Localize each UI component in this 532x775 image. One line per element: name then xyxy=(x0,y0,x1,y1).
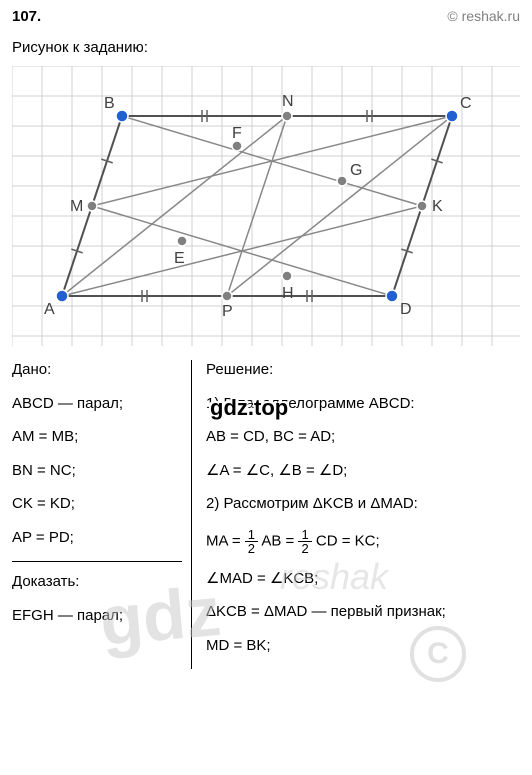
frac-suffix: CD = KC; xyxy=(316,532,380,549)
given-line: CK = KD; xyxy=(12,494,181,514)
given-title: Дано: xyxy=(12,360,181,380)
fraction-half: 12 xyxy=(245,528,258,555)
svg-text:E: E xyxy=(174,250,185,267)
watermark-c: C xyxy=(410,626,466,682)
header: 107. © reshak.ru xyxy=(0,0,532,33)
solution-line: 2) Рассмотрим ΔKCB и ΔMAD: xyxy=(206,494,520,514)
solution-line: ∠A = ∠C, ∠B = ∠D; xyxy=(206,461,520,481)
svg-text:D: D xyxy=(400,301,412,318)
given-line: AP = PD; xyxy=(12,528,181,548)
given-line: ABCD — парал; xyxy=(12,394,181,414)
solution-line: ∠MAD = ∠KCB; xyxy=(206,569,520,589)
solution-line: ΔKCB = ΔMAD — первый признак; xyxy=(206,602,520,622)
svg-text:P: P xyxy=(222,303,233,320)
svg-text:K: K xyxy=(432,198,443,215)
svg-text:B: B xyxy=(104,95,115,112)
figure-label: Рисунок к заданию: xyxy=(0,33,532,66)
prove-line: EFGH — парал; xyxy=(12,606,181,626)
svg-text:G: G xyxy=(350,162,362,179)
watermark-top: gdz.top xyxy=(210,395,288,421)
solution-line: MD = BK; xyxy=(206,636,520,656)
svg-text:H: H xyxy=(282,285,294,302)
svg-text:F: F xyxy=(232,125,242,142)
frac-prefix: MA = xyxy=(206,532,245,549)
fraction-half: 12 xyxy=(298,528,311,555)
svg-text:M: M xyxy=(70,198,83,215)
solution-frac-line: MA = 12 AB = 12 CD = KC; xyxy=(206,528,520,555)
problem-number: 107. xyxy=(12,8,41,25)
solution-title: Решение: xyxy=(206,360,520,380)
frac-mid: AB = xyxy=(261,532,298,549)
diagram: A B C D M N K P E F G H xyxy=(12,66,520,346)
solution-line: AB = CD, BC = AD; xyxy=(206,427,520,447)
given-line: BN = NC; xyxy=(12,461,181,481)
prove-title: Доказать: xyxy=(12,572,181,592)
geometry-diagram: A B C D M N K P E F G H xyxy=(12,66,520,346)
given-column: Дано: ABCD — парал; AM = MB; BN = NC; CK… xyxy=(12,360,192,669)
given-line: AM = MB; xyxy=(12,427,181,447)
svg-text:A: A xyxy=(44,301,55,318)
divider xyxy=(12,561,182,562)
svg-text:C: C xyxy=(460,95,472,112)
copyright: © reshak.ru xyxy=(447,8,520,25)
svg-text:N: N xyxy=(282,93,294,110)
